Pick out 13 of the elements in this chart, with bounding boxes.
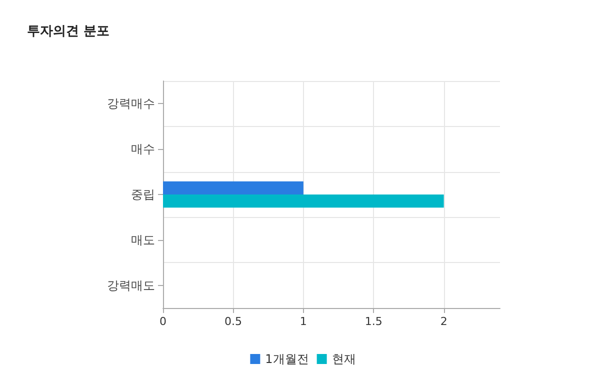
x-tick-label: 0 [160,315,166,328]
chart-title: 투자의견 분포 [27,24,110,39]
x-tick-label: 1.5 [364,315,382,328]
x-tick-label: 1 [300,315,307,328]
y-tick-label: 중립 [131,188,155,202]
legend-label: 1개월전 [265,352,309,366]
y-tick-label: 매도 [131,232,155,247]
y-tick-label: 매수 [131,142,155,156]
y-tick-label: 강력매수 [107,96,155,111]
legend-label: 현재 [332,352,356,366]
y-tick-label: 강력매도 [107,278,155,292]
x-tick-label: 0.5 [224,315,242,328]
x-tick-label: 2 [440,315,448,328]
